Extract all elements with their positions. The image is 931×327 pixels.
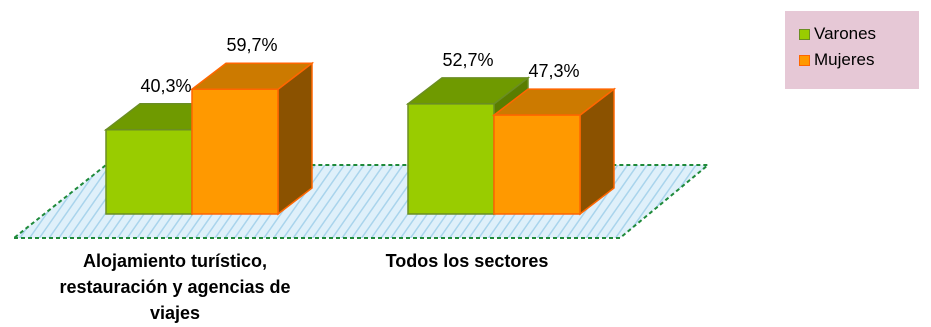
- category-label-line: Alojamiento turístico,: [82, 251, 268, 271]
- bar-front: [191, 88, 279, 215]
- bar-front: [105, 129, 193, 215]
- category-label: Todos los sectores: [332, 248, 602, 274]
- data-label: 47,3%: [528, 61, 579, 81]
- legend: Varones Mujeres: [785, 11, 919, 89]
- legend-item: Mujeres: [799, 47, 919, 73]
- bar: [491, 87, 617, 216]
- legend-item: Varones: [799, 21, 919, 47]
- legend-label: Varones: [814, 24, 877, 43]
- bar: [189, 61, 315, 216]
- bars-layer: [103, 61, 617, 216]
- legend-swatch-icon: [799, 54, 810, 66]
- legend-label: Mujeres: [814, 50, 875, 69]
- category-label-line: restauración y agencias de: [59, 277, 291, 297]
- bar-front: [407, 103, 495, 215]
- data-label: 59,7%: [226, 35, 277, 55]
- category-label-line: viajes: [149, 303, 201, 323]
- category-label-line: Todos los sectores: [385, 251, 549, 271]
- data-labels-layer: 40,3% 59,7% 52,7% 47,3%: [140, 35, 579, 96]
- data-label: 40,3%: [140, 76, 191, 96]
- category-label: Alojamiento turístico, restauración y age…: [40, 248, 310, 326]
- data-label: 52,7%: [442, 50, 493, 70]
- legend-swatch-icon: [799, 28, 810, 40]
- bar-front: [493, 114, 581, 215]
